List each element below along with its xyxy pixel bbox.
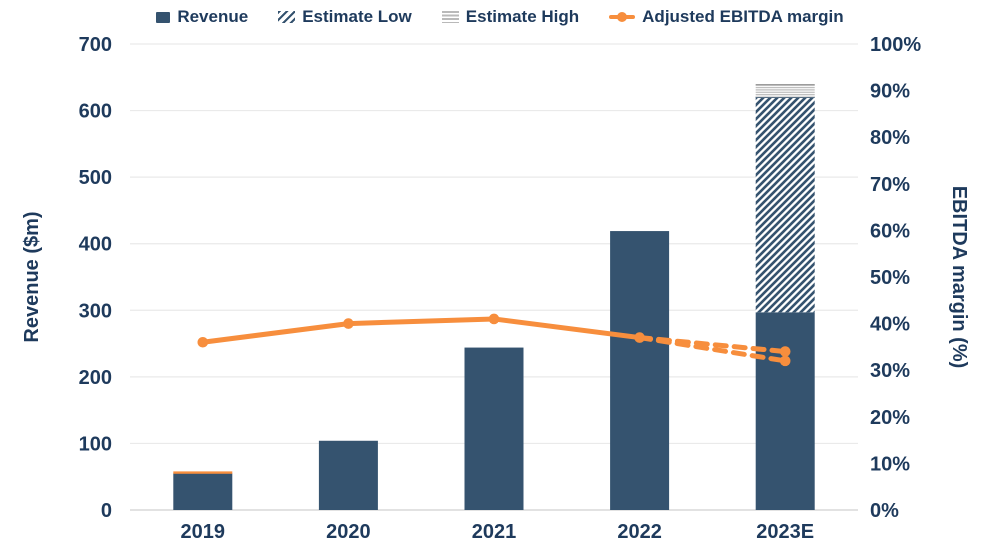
revenue-bar <box>755 312 815 510</box>
y-axis-tick-label: 600 <box>79 101 112 123</box>
right-axis-title: EBITDA margin (%) <box>948 186 970 369</box>
estimate-high-bar-segment <box>755 83 815 98</box>
y-axis-tick-label-right: 60% <box>870 220 910 242</box>
ebitda-margin-point <box>343 318 354 329</box>
ebitda-line-marker-icon <box>609 12 636 22</box>
x-axis-labels: 2019 2020 2021 2022 2023E <box>181 521 815 543</box>
ebitda-margin-forecast-point <box>779 355 791 367</box>
ebitda-margin-forecast-point <box>779 346 791 357</box>
legend-label: Estimate Low <box>302 7 412 26</box>
legend-item-estimate-high: Estimate High <box>441 7 580 27</box>
x-axis-category-label: 2020 <box>326 521 371 543</box>
y-axis-tick-label-right: 30% <box>870 360 910 382</box>
y-axis-tick-label-right: 10% <box>870 453 910 475</box>
y-axis-tick-label: 300 <box>79 300 112 322</box>
ebitda-margin-point <box>488 313 500 325</box>
x-axis-category-label: 2019 <box>181 521 226 543</box>
y-axis-tick-label: 100 <box>79 433 112 455</box>
x-axis-category-label: 2023E <box>756 521 814 543</box>
legend-label: Revenue <box>177 7 249 26</box>
left-axis-ticks: 0 100 200 300 400 500 600 700 <box>79 34 112 522</box>
x-axis-category-label: 2022 <box>617 521 662 543</box>
x-axis-category-label: 2021 <box>472 521 517 543</box>
y-axis-tick-label-right: 50% <box>870 267 910 289</box>
y-axis-tick-label-right: 40% <box>870 314 910 336</box>
ebitda-margin-line <box>200 316 643 345</box>
ebitda-margin-point <box>197 336 209 348</box>
y-axis-tick-label-right: 70% <box>870 174 910 196</box>
legend-item-revenue: Revenue <box>156 7 248 27</box>
left-axis-title: Revenue ($m) <box>21 211 43 342</box>
y-axis-tick-label-right: 0% <box>870 500 899 522</box>
legend-label: Adjusted EBITDA margin <box>642 7 844 26</box>
y-axis-tick-label: 500 <box>79 167 112 189</box>
bars-group <box>173 83 815 510</box>
legend-item-estimate-low: Estimate Low <box>278 7 412 27</box>
revenue-bar <box>173 473 233 510</box>
y-axis-tick-label: 700 <box>79 34 112 56</box>
gridlines-group <box>130 43 858 511</box>
orange-cap-2019 <box>173 471 233 474</box>
y-axis-tick-label: 400 <box>79 234 112 256</box>
right-axis-ticks: 0% 10% 20% 30% 40% 50% 60% 70% 80% 90% 100% <box>870 34 921 522</box>
revenue-bar <box>318 440 378 510</box>
ebitda-line-group <box>197 313 791 367</box>
legend-label: Estimate High <box>465 7 580 26</box>
ebitda-margin-forecast-dash <box>637 335 788 364</box>
revenue-swatch-icon <box>156 11 171 23</box>
estimate-low-hatch-icon <box>278 11 296 23</box>
y-axis-tick-label-right: 90% <box>870 81 910 103</box>
y-axis-tick-label-right: 100% <box>870 34 921 56</box>
legend: Revenue Estimate Low Estimate High Adjus… <box>0 4 1000 30</box>
y-axis-tick-label-right: 80% <box>870 127 910 149</box>
revenue-bar <box>610 231 670 510</box>
estimate-high-lines-icon <box>441 11 459 23</box>
y-axis-tick-label: 0 <box>101 500 112 522</box>
revenue-bar <box>464 347 524 510</box>
y-axis-tick-label: 200 <box>79 367 112 389</box>
estimate-low-bar-segment <box>755 97 815 313</box>
y-axis-tick-label-right: 20% <box>870 407 910 429</box>
legend-item-ebitda-margin: Adjusted EBITDA margin <box>609 7 844 27</box>
